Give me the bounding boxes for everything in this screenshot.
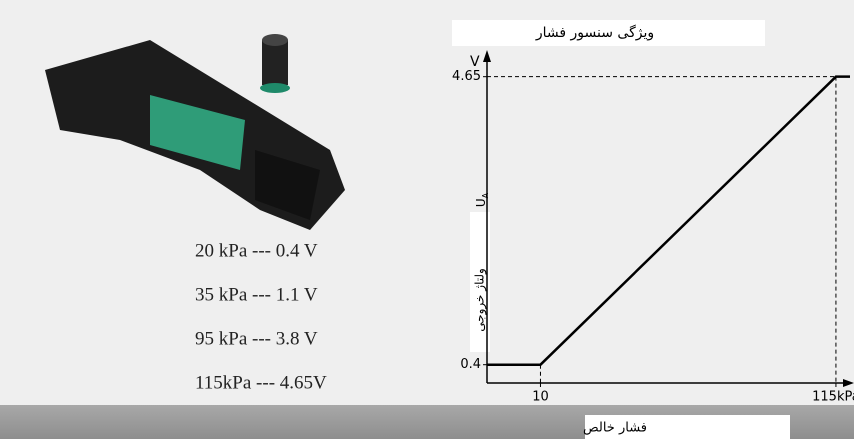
sensor-image <box>45 34 345 230</box>
x-tick-label: 10 <box>532 390 549 405</box>
x-arrow <box>843 379 854 387</box>
chart-title: ویژگی سنسور فشار <box>535 24 654 41</box>
readings: 20 kPa --- 0.4 V 35 kPa --- 1.1 V 95 kPa -… <box>195 240 327 393</box>
reading: 95 kPa --- 3.8 V <box>195 328 318 349</box>
line-series <box>487 75 850 366</box>
reading: 20 kPa --- 0.4 V <box>195 240 318 261</box>
y-arrow <box>483 50 491 62</box>
y-label: ولتاژ خروجی <box>473 268 488 332</box>
y-symbol-main: U <box>474 198 488 207</box>
y-tick-label: 4.65 <box>452 69 481 84</box>
y-symbol: UA <box>474 192 490 207</box>
y-tick-label: 0.4 <box>460 357 481 372</box>
y-unit: V <box>470 54 480 70</box>
x-label: فشار خالص <box>583 421 647 436</box>
reading: 115kPa --- 4.65V <box>195 372 327 393</box>
x-label-box <box>585 415 790 439</box>
x-tick-label: 115kPa <box>812 390 854 405</box>
y-label-box <box>470 212 490 352</box>
title-box <box>452 20 765 46</box>
reading: 35 kPa --- 1.1 V <box>195 284 318 305</box>
y-symbol-sub: A <box>481 192 490 198</box>
